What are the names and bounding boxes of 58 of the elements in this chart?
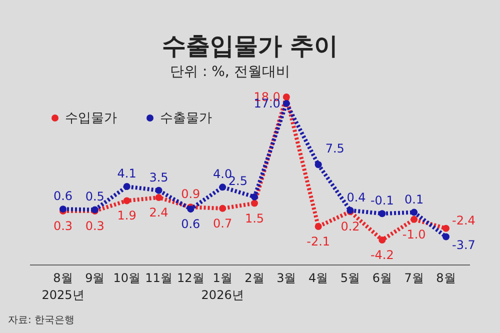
data-label: 1.5 bbox=[244, 211, 264, 226]
point bbox=[314, 161, 322, 168]
text: 자료: 한국은행 bbox=[8, 315, 75, 326]
data-label: 4.1 bbox=[117, 166, 136, 181]
point bbox=[442, 233, 450, 240]
point bbox=[219, 204, 226, 212]
x-tick-label: 8월 bbox=[436, 271, 456, 285]
point bbox=[442, 224, 450, 232]
data-label: 0.3 bbox=[53, 219, 73, 234]
point bbox=[378, 236, 386, 244]
point bbox=[219, 184, 226, 191]
data-label: 7.5 bbox=[325, 142, 344, 156]
x-tick-label: 2월 bbox=[244, 271, 264, 285]
point bbox=[410, 208, 418, 216]
point bbox=[123, 183, 130, 190]
point bbox=[378, 210, 386, 218]
point bbox=[410, 216, 418, 223]
data-label: 0.9 bbox=[181, 187, 200, 202]
x-tick-label: 12월 bbox=[177, 271, 204, 285]
x-tick-label: 7월 bbox=[404, 271, 424, 285]
x-tick-label: 3월 bbox=[276, 271, 296, 285]
chart-title: 수출입물가 추이 bbox=[162, 32, 338, 60]
x-tick-label: 11월 bbox=[145, 271, 172, 285]
point bbox=[282, 100, 290, 107]
point bbox=[155, 194, 162, 201]
data-label: 3.5 bbox=[149, 170, 168, 184]
x-tick-label: 8월 2025년 bbox=[42, 271, 84, 302]
x-tick-label: 5월 bbox=[340, 271, 360, 285]
point bbox=[251, 200, 258, 207]
legend-label: 수입물가 bbox=[65, 111, 117, 126]
x-tick-label: 4월 bbox=[308, 271, 328, 285]
data-label: -3.7 bbox=[452, 238, 476, 252]
data-label: 0.2 bbox=[340, 220, 360, 234]
point bbox=[123, 197, 130, 204]
point bbox=[314, 222, 322, 230]
x-tick-label: 10월 bbox=[113, 271, 140, 285]
x-tick-label: 9월 bbox=[85, 271, 105, 285]
data-label: 2.4 bbox=[149, 205, 168, 220]
data-label: -4.2 bbox=[370, 248, 394, 262]
data-label: 0.3 bbox=[85, 219, 104, 234]
data-label: 0.6 bbox=[53, 189, 73, 204]
point bbox=[282, 94, 290, 100]
data-label: 0.5 bbox=[85, 190, 104, 204]
data-label: -0.1 bbox=[370, 194, 394, 208]
data-label: -1.0 bbox=[402, 227, 426, 242]
point bbox=[155, 186, 162, 194]
data-label: -2.4 bbox=[452, 213, 476, 228]
data-label: 0.7 bbox=[213, 216, 232, 230]
data-label: 1.9 bbox=[117, 208, 136, 223]
x-tick-label: 6월 bbox=[372, 271, 392, 285]
data-label: 4.0 bbox=[213, 167, 232, 182]
legend-label: 수출물가 bbox=[160, 111, 212, 126]
data-label: 0.1 bbox=[404, 192, 424, 206]
data-label: -2.1 bbox=[306, 234, 330, 248]
data-label: 0.6 bbox=[181, 217, 200, 232]
point bbox=[251, 193, 258, 200]
data-label: 0.4 bbox=[346, 190, 366, 204]
chart-subtitle: 단위 : %, 전월대비 bbox=[170, 64, 290, 80]
